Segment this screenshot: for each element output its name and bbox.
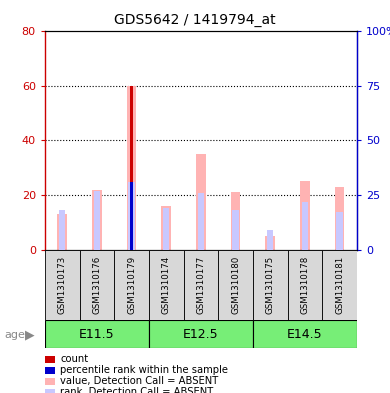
Text: GSM1310181: GSM1310181 bbox=[335, 256, 344, 314]
Bar bbox=[149, 250, 184, 320]
Bar bbox=[94, 191, 100, 250]
Bar bbox=[337, 213, 343, 250]
Bar bbox=[45, 250, 80, 320]
Text: GDS5642 / 1419794_at: GDS5642 / 1419794_at bbox=[114, 13, 276, 27]
Bar bbox=[114, 250, 149, 320]
Text: E11.5: E11.5 bbox=[79, 327, 115, 341]
Bar bbox=[127, 86, 136, 250]
Bar bbox=[232, 210, 239, 250]
Text: GSM1310178: GSM1310178 bbox=[300, 256, 309, 314]
Bar bbox=[302, 202, 308, 250]
Bar bbox=[230, 192, 240, 250]
Bar bbox=[45, 320, 149, 348]
Bar bbox=[253, 250, 287, 320]
Bar bbox=[267, 230, 273, 250]
Bar bbox=[218, 250, 253, 320]
Text: ▶: ▶ bbox=[25, 328, 35, 342]
Bar bbox=[300, 182, 310, 250]
Bar bbox=[287, 250, 322, 320]
Bar bbox=[128, 182, 135, 250]
Text: GSM1310179: GSM1310179 bbox=[127, 256, 136, 314]
Bar bbox=[196, 154, 206, 250]
Text: GSM1310177: GSM1310177 bbox=[196, 256, 206, 314]
Bar bbox=[265, 236, 275, 250]
Text: GSM1310180: GSM1310180 bbox=[231, 256, 240, 314]
Bar bbox=[130, 182, 133, 250]
Text: E14.5: E14.5 bbox=[287, 327, 323, 341]
Bar bbox=[59, 210, 65, 250]
Text: GSM1310174: GSM1310174 bbox=[162, 256, 171, 314]
Bar bbox=[92, 189, 102, 250]
Text: percentile rank within the sample: percentile rank within the sample bbox=[60, 365, 229, 375]
Text: GSM1310173: GSM1310173 bbox=[58, 256, 67, 314]
Bar bbox=[335, 187, 344, 250]
Text: GSM1310175: GSM1310175 bbox=[266, 256, 275, 314]
Text: GSM1310176: GSM1310176 bbox=[92, 256, 101, 314]
Text: E12.5: E12.5 bbox=[183, 327, 219, 341]
Bar bbox=[198, 193, 204, 250]
Bar bbox=[80, 250, 114, 320]
Bar bbox=[149, 320, 253, 348]
Text: age: age bbox=[4, 330, 25, 340]
Bar bbox=[184, 250, 218, 320]
Bar bbox=[130, 86, 133, 250]
Bar bbox=[253, 320, 357, 348]
Text: count: count bbox=[60, 354, 89, 364]
Text: rank, Detection Call = ABSENT: rank, Detection Call = ABSENT bbox=[60, 387, 214, 393]
Bar bbox=[322, 250, 357, 320]
Bar bbox=[57, 214, 67, 250]
Bar bbox=[161, 206, 171, 250]
Bar bbox=[163, 208, 169, 250]
Text: value, Detection Call = ABSENT: value, Detection Call = ABSENT bbox=[60, 376, 219, 386]
